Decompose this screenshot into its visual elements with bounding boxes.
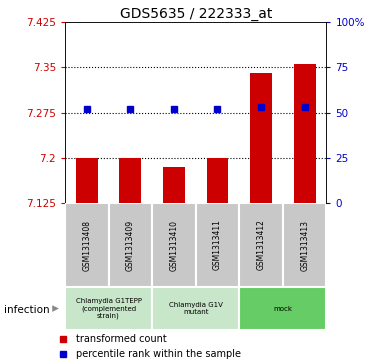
Text: Chlamydia G1V
mutant: Chlamydia G1V mutant [169, 302, 223, 315]
Text: GSM1313413: GSM1313413 [300, 220, 309, 270]
Bar [239, 287, 326, 330]
Text: GSM1313411: GSM1313411 [213, 220, 222, 270]
Text: transformed count: transformed count [76, 334, 167, 344]
Bar [163, 167, 185, 203]
Bar [294, 64, 316, 203]
Bar [196, 203, 239, 287]
Text: percentile rank within the sample: percentile rank within the sample [76, 349, 241, 359]
Text: GSM1313410: GSM1313410 [170, 220, 178, 270]
Bar [239, 203, 283, 287]
Bar [250, 73, 272, 203]
Bar [65, 287, 152, 330]
Bar [152, 287, 239, 330]
Text: infection: infection [4, 305, 49, 315]
Bar [152, 203, 196, 287]
Bar [119, 158, 141, 203]
Text: mock: mock [273, 306, 292, 311]
Text: GSM1313409: GSM1313409 [126, 220, 135, 270]
Bar [65, 203, 109, 287]
Bar [283, 203, 326, 287]
Text: GSM1313412: GSM1313412 [257, 220, 266, 270]
Bar [207, 158, 229, 203]
Title: GDS5635 / 222333_at: GDS5635 / 222333_at [119, 7, 272, 21]
Text: GSM1313408: GSM1313408 [82, 220, 91, 270]
Bar [76, 158, 98, 203]
Bar [109, 203, 152, 287]
Text: Chlamydia G1TEPP
(complemented
strain): Chlamydia G1TEPP (complemented strain) [76, 298, 141, 319]
